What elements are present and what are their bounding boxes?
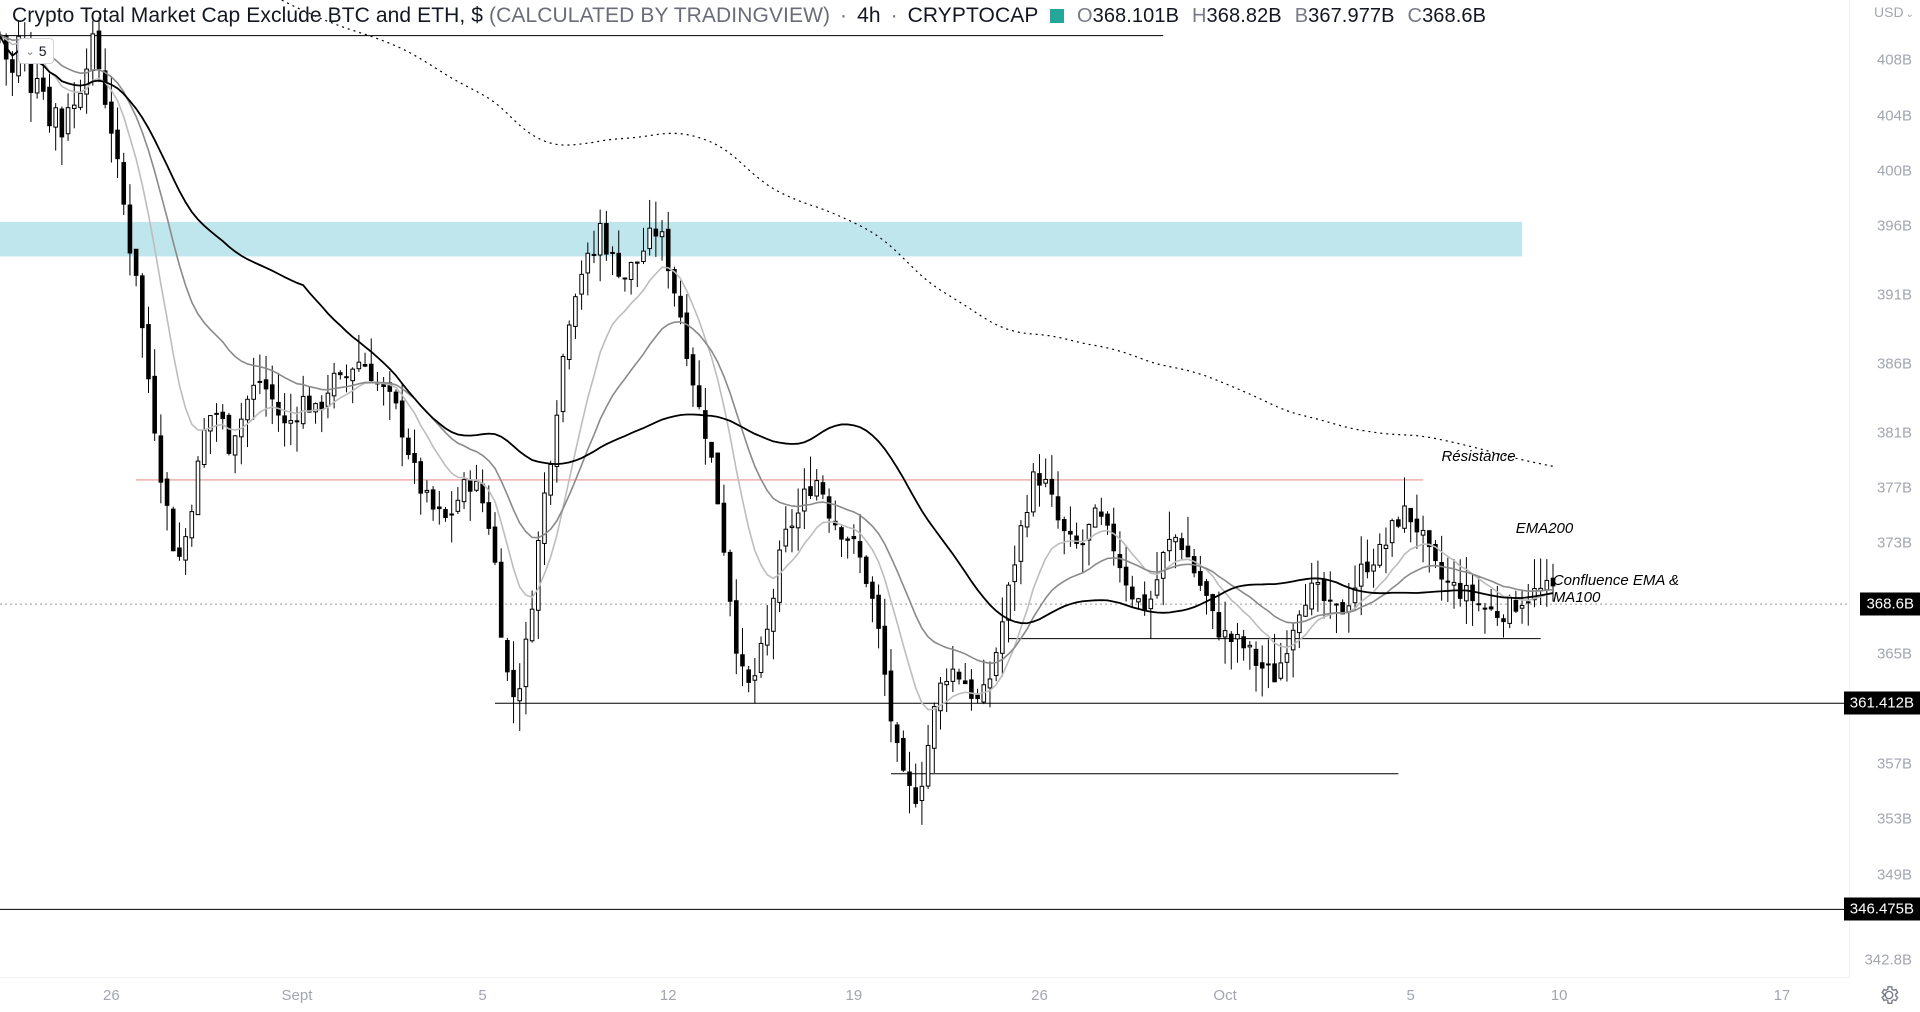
collapse-count: 5 (39, 43, 47, 59)
x-tick-label: 5 (1407, 987, 1415, 1004)
annotation-ema200: EMA200 (1516, 520, 1574, 537)
y-tick-label: 386B (1877, 356, 1912, 373)
ohlc-c-label: C (1407, 5, 1423, 27)
x-tick-label: 12 (660, 987, 677, 1004)
annotation-confluence: Confluence EMA & MA100 (1553, 572, 1679, 607)
chevron-down-icon: ⌄ (25, 45, 34, 58)
y-axis[interactable]: 342.8B349B353B357B361B365B373B377B381B38… (1850, 0, 1920, 1012)
x-tick-label: 26 (103, 987, 120, 1004)
candles (0, 0, 1559, 825)
chart-symbol: CRYPTOCAP (908, 4, 1038, 27)
y-tick-label: 400B (1877, 162, 1912, 179)
ohlc-l-value: 367.977B (1308, 5, 1400, 27)
currency-selector[interactable]: USD⌄ (1874, 4, 1914, 20)
collapse-indicators-button[interactable]: ⌄ 5 (18, 38, 54, 64)
y-tick-label: 391B (1877, 287, 1912, 304)
ma-line (0, 36, 1553, 623)
x-tick-label: Sept (282, 987, 313, 1004)
x-tick-label: Oct (1213, 987, 1236, 1004)
price-marker-current: 368.6B (1860, 593, 1920, 616)
ohlc-h-value: 368.82B (1207, 5, 1288, 27)
y-tick-label: 396B (1877, 218, 1912, 235)
y-tick-label: 357B (1877, 756, 1912, 773)
ohlc-h-label: H (1191, 5, 1207, 27)
gear-icon (1878, 984, 1900, 1006)
ohlc-o-label: O (1076, 5, 1093, 27)
y-tick-label: 408B (1877, 52, 1912, 69)
price-marker: 361.412B (1844, 692, 1920, 715)
currency-label: USD (1874, 4, 1904, 20)
tradingview-chart[interactable]: Crypto Total Market Cap Exclude BTC and … (0, 0, 1920, 1012)
chevron-down-icon: ⌄ (1904, 9, 1914, 20)
x-tick-label: 10 (1551, 987, 1568, 1004)
chart-header: Crypto Total Market Cap Exclude BTC and … (12, 4, 1492, 28)
settings-button[interactable] (1878, 984, 1900, 1006)
y-tick-label: 342.8B (1864, 952, 1912, 969)
ma-line (0, 36, 1553, 710)
ma-line (0, 36, 1553, 663)
ohlc-l-label: B (1294, 5, 1308, 27)
y-tick-label: 353B (1877, 811, 1912, 828)
chart-title-sub: (CALCULATED BY TRADINGVIEW) (489, 4, 830, 27)
y-tick-label: 404B (1877, 107, 1912, 124)
annotation-resistance: Résistance (1441, 448, 1515, 465)
y-tick-label: 373B (1877, 535, 1912, 552)
x-tick-label: 17 (1774, 987, 1791, 1004)
x-axis[interactable]: 26 Sept 5 12 19 26 Oct 5 10 17 (0, 978, 1850, 1012)
price-marker: 346.475B (1844, 898, 1920, 921)
x-tick-label: 19 (846, 987, 863, 1004)
chart-interval: 4h (857, 4, 881, 27)
zone (0, 222, 1522, 256)
x-tick-label: 5 (478, 987, 486, 1004)
ohlc-o-value: 368.101B (1093, 5, 1185, 27)
ohlc-c-value: 368.6B (1422, 5, 1492, 27)
chart-title-main: Crypto Total Market Cap Exclude BTC and … (12, 4, 483, 27)
x-tick-label: 26 (1031, 987, 1048, 1004)
y-tick-label: 365B (1877, 645, 1912, 662)
y-tick-label: 381B (1877, 425, 1912, 442)
y-tick-label: 349B (1877, 866, 1912, 883)
y-tick-label: 377B (1877, 480, 1912, 497)
chart-canvas[interactable] (0, 0, 1920, 1012)
symbol-flag-icon (1050, 9, 1064, 23)
